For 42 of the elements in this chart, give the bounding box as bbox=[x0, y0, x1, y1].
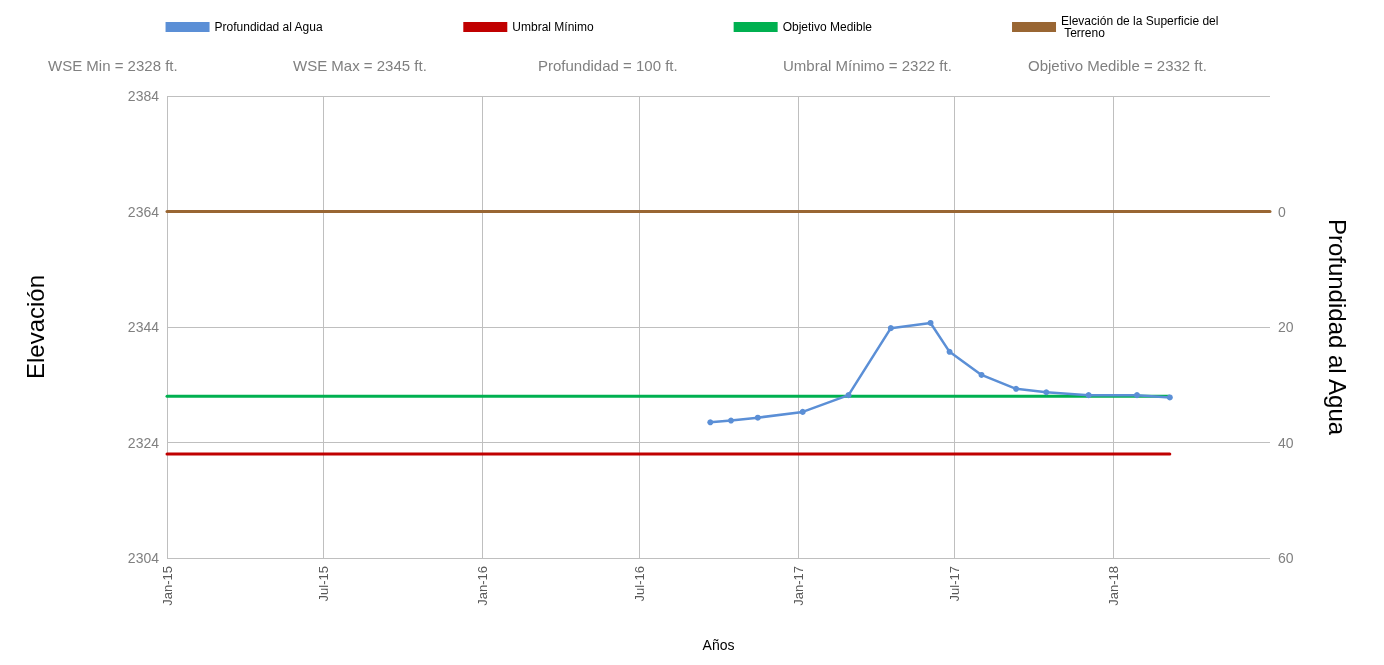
y-axis-title: Elevación bbox=[21, 274, 49, 380]
y-tick-label: 2324 bbox=[127, 434, 160, 451]
point bbox=[754, 414, 761, 421]
text: Profundidad = 100 ft. bbox=[538, 57, 678, 74]
y2-tick-label: 20 bbox=[1278, 319, 1294, 335]
point bbox=[887, 325, 894, 332]
y2-axis-title: Profundidad al Agua bbox=[1323, 218, 1351, 436]
x-tick-label: Jul-16 bbox=[631, 566, 647, 602]
point bbox=[946, 348, 953, 355]
x-tick-label: Jan-17 bbox=[790, 566, 806, 606]
x-tick-label: Jul-17 bbox=[947, 566, 963, 602]
legend-label: Objetivo Medible bbox=[782, 20, 873, 34]
y2-tick-label: 60 bbox=[1278, 550, 1294, 566]
text: Objetivo Medible = 2332 ft. bbox=[1028, 57, 1207, 74]
y-tick-label: 2304 bbox=[127, 550, 160, 566]
x-axis-title: Años bbox=[702, 637, 735, 653]
x-tick-label: Jul-15 bbox=[315, 566, 331, 602]
y-tick-label: 2364 bbox=[127, 203, 160, 220]
x-tick-label: Jan-15 bbox=[159, 566, 175, 606]
point bbox=[1013, 385, 1020, 392]
point bbox=[845, 392, 852, 399]
point bbox=[728, 417, 735, 424]
point bbox=[1043, 389, 1050, 396]
text: WSE Min = 2328 ft. bbox=[48, 57, 178, 74]
y2-tick-label: 0 bbox=[1278, 203, 1286, 220]
point bbox=[1133, 392, 1140, 399]
point bbox=[927, 319, 934, 326]
x-tick-label: Jan-16 bbox=[474, 566, 490, 606]
point bbox=[799, 408, 806, 415]
legend-label: Umbral Mínimo bbox=[512, 20, 594, 34]
y-tick-label: 2344 bbox=[127, 319, 160, 335]
text: Umbral Mínimo = 2322 ft. bbox=[783, 57, 952, 74]
y-tick-label: 2384 bbox=[127, 88, 160, 104]
y2-tick-label: 40 bbox=[1278, 434, 1294, 451]
legend-label: Profundidad al Agua bbox=[214, 20, 323, 34]
text: WSE Max = 2345 ft. bbox=[293, 57, 427, 74]
point bbox=[978, 371, 985, 378]
legend-label: Elevación de la Superficie del Terreno bbox=[1061, 14, 1219, 40]
point bbox=[707, 419, 714, 426]
point bbox=[1166, 394, 1173, 401]
x-tick-label: Jan-18 bbox=[1106, 566, 1122, 606]
point bbox=[1085, 392, 1092, 399]
